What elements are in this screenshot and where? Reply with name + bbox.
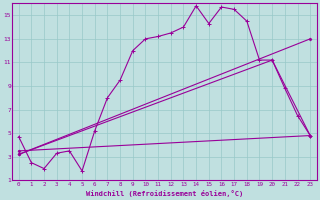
- X-axis label: Windchill (Refroidissement éolien,°C): Windchill (Refroidissement éolien,°C): [86, 190, 243, 197]
